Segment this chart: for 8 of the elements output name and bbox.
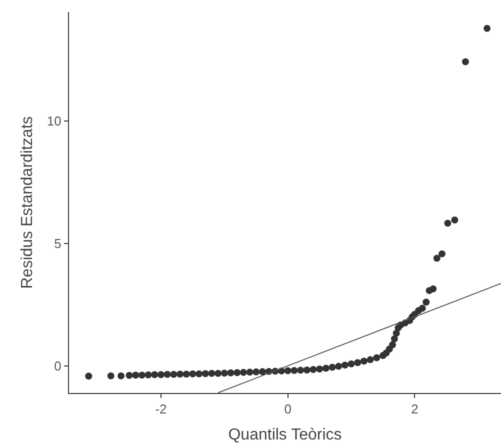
x-tick-label: -2 [155,402,167,417]
y-axis-title: Residus Estandarditzats [18,116,36,289]
x-axis-title: Quantils Teòrics [228,426,342,444]
y-tick-label: 0 [54,358,62,374]
x-tick-label: 0 [284,402,292,417]
y-tick-label: 10 [46,113,62,128]
y-tick-label: 5 [54,236,62,251]
x-tick-label: 2 [411,402,418,417]
